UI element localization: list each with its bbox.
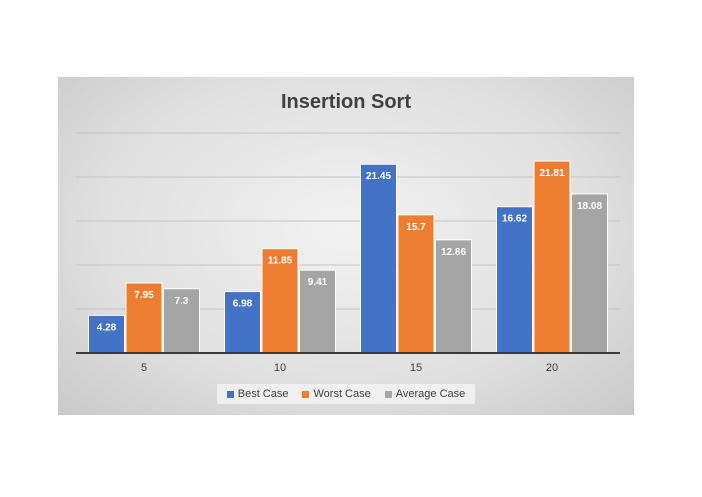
data-label: 21.81 bbox=[539, 168, 564, 179]
data-label: 18.08 bbox=[577, 201, 602, 212]
chart-area: Insertion Sort 4.28 7.95 7.3 5 6.98 11.85 9.41… bbox=[58, 77, 634, 415]
legend-label: Average Case bbox=[395, 388, 466, 400]
bar-average-case-15 bbox=[435, 239, 472, 354]
data-label: 12.86 bbox=[441, 247, 466, 258]
bar-average-case-10 bbox=[299, 269, 336, 354]
frame-edge-mark bbox=[633, 401, 634, 415]
data-label: 9.41 bbox=[308, 277, 328, 288]
legend-label: Best Case bbox=[237, 388, 289, 400]
plot-area: 4.28 7.95 7.3 5 6.98 11.85 9.41 10 21.45 15.7 12.8… bbox=[76, 132, 620, 374]
legend-swatch bbox=[384, 390, 392, 398]
data-label: 7.95 bbox=[134, 290, 154, 301]
bar-worst-case-5 bbox=[125, 282, 163, 354]
legend-label: Worst Case bbox=[313, 388, 371, 400]
legend-item: Average Case bbox=[384, 388, 466, 400]
bar-worst-case-15 bbox=[397, 214, 435, 354]
legend-box: Best Case Worst Case Average Case bbox=[216, 384, 476, 404]
x-tick-label: 15 bbox=[410, 362, 422, 374]
data-label: 15.7 bbox=[406, 222, 426, 233]
legend-item: Best Case bbox=[226, 388, 289, 400]
data-label: 21.45 bbox=[366, 171, 391, 182]
legend-swatch bbox=[302, 390, 310, 398]
bar-best-case-10 bbox=[224, 291, 261, 354]
bar-worst-case-20 bbox=[533, 160, 571, 354]
x-tick-label: 20 bbox=[546, 362, 558, 374]
legend: Best Case Worst Case Average Case bbox=[58, 384, 634, 404]
bar-best-case-20 bbox=[496, 206, 533, 354]
data-label: 11.85 bbox=[268, 256, 293, 267]
data-label: 16.62 bbox=[502, 214, 527, 225]
data-label: 7.3 bbox=[175, 296, 189, 307]
data-label: 6.98 bbox=[233, 299, 253, 310]
data-label: 4.28 bbox=[97, 322, 117, 333]
legend-swatch bbox=[226, 390, 234, 398]
bar-best-case-15 bbox=[360, 163, 397, 354]
x-tick-label: 5 bbox=[141, 362, 147, 374]
bar-worst-case-10 bbox=[261, 248, 299, 354]
legend-item: Worst Case bbox=[302, 388, 371, 400]
bar-best-case-5 bbox=[88, 314, 125, 354]
x-tick-label: 10 bbox=[274, 362, 286, 374]
chart-title: Insertion Sort bbox=[280, 91, 411, 113]
bar-average-case-20 bbox=[571, 193, 608, 354]
bar-average-case-5 bbox=[163, 288, 200, 354]
